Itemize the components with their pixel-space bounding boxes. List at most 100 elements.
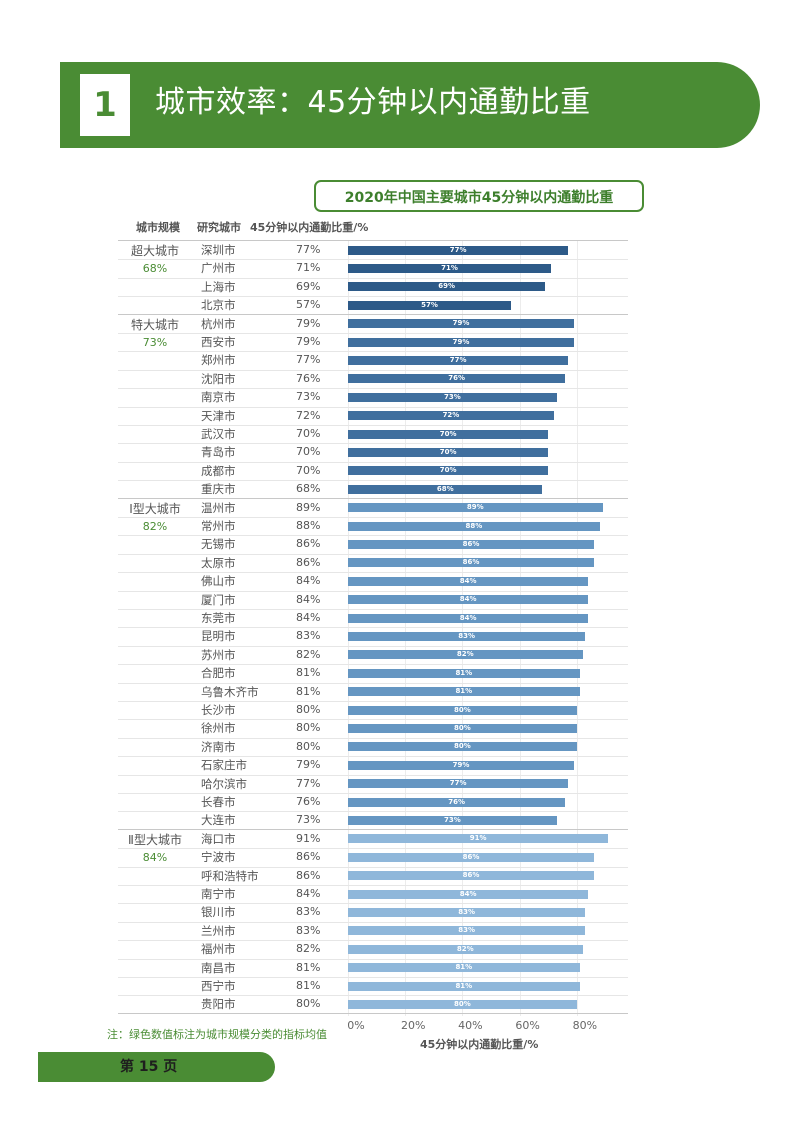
value-label: 76% <box>296 371 321 385</box>
value-label: 89% <box>296 500 321 514</box>
bar-data-label: 76% <box>448 374 466 383</box>
value-label: 57% <box>296 298 321 312</box>
row-divider <box>118 793 628 794</box>
bar <box>348 907 586 917</box>
group-average: 84% <box>142 850 168 864</box>
bar-data-label: 83% <box>458 926 476 935</box>
city-name: 广州市 <box>201 261 236 276</box>
value-label: 71% <box>296 261 321 275</box>
row-divider <box>118 811 628 813</box>
bar <box>348 466 549 476</box>
city-name: 常州市 <box>201 519 236 533</box>
city-name: 深圳市 <box>201 243 236 257</box>
bar <box>348 926 586 936</box>
row-divider <box>118 333 628 334</box>
bar-data-label: 81% <box>455 687 473 696</box>
column-header-city: 研究城市 <box>197 221 241 234</box>
bar-data-label: 77% <box>449 355 467 364</box>
row-divider <box>118 682 628 684</box>
bar-data-label: 84% <box>459 889 477 898</box>
value-label: 79% <box>296 335 321 348</box>
value-label: 68% <box>296 482 321 496</box>
row-divider <box>118 461 628 463</box>
row-divider <box>118 609 628 610</box>
value-label: 80% <box>296 703 321 716</box>
bar <box>348 392 557 402</box>
value-label: 84% <box>296 574 321 588</box>
city-name: 兰州市 <box>201 923 236 938</box>
row-divider <box>118 885 628 886</box>
bar-data-label: 70% <box>439 429 457 438</box>
bar-data-label: 89% <box>466 503 484 512</box>
value-label: 82% <box>296 647 321 661</box>
city-name: 成都市 <box>201 463 236 478</box>
row-divider <box>118 590 628 592</box>
value-label: 69% <box>296 279 321 293</box>
city-name: 南宁市 <box>201 887 236 901</box>
group-divider <box>118 497 628 499</box>
row-divider <box>118 737 628 739</box>
city-name: 北京市 <box>201 298 236 313</box>
bar-data-label: 91% <box>469 834 487 843</box>
value-label: 73% <box>296 813 321 827</box>
row-divider <box>118 664 628 666</box>
bar-data-label: 84% <box>459 576 477 585</box>
bar-data-label: 79% <box>452 760 470 769</box>
value-label: 76% <box>296 795 321 808</box>
city-name: 长春市 <box>201 795 236 809</box>
city-name: 无锡市 <box>201 537 236 552</box>
bar <box>348 613 589 623</box>
bar <box>348 797 566 807</box>
bar-data-label: 81% <box>455 963 473 972</box>
value-label: 82% <box>296 942 321 956</box>
bar-data-label: 79% <box>452 319 470 328</box>
row-divider <box>118 977 628 978</box>
bar <box>348 576 589 586</box>
bar-data-label: 84% <box>459 613 477 622</box>
bar-data-label: 68% <box>436 484 454 493</box>
x-tick-label: 60% <box>515 1019 540 1032</box>
row-divider <box>118 425 628 426</box>
value-label: 80% <box>296 997 321 1011</box>
bar <box>348 650 583 660</box>
bar-data-label: 76% <box>448 797 466 806</box>
bar <box>348 631 586 641</box>
bar-data-label: 84% <box>459 595 477 604</box>
value-label: 86% <box>296 850 321 864</box>
bar-data-label: 80% <box>454 999 471 1008</box>
group-divider <box>118 240 628 241</box>
value-label: 81% <box>296 666 321 680</box>
bar <box>348 981 580 991</box>
bar <box>348 889 589 899</box>
city-name: 西宁市 <box>201 979 236 993</box>
bar <box>348 521 600 531</box>
city-name: 福州市 <box>201 942 236 957</box>
value-label: 80% <box>296 721 321 735</box>
bar <box>348 337 574 347</box>
bar <box>348 503 603 513</box>
page-number: 第 15 页 <box>120 1059 178 1075</box>
city-name: 昆明市 <box>201 629 236 644</box>
bar <box>348 245 569 255</box>
footnote: 注：绿色数值标注为城市规模分类的指标均值 <box>107 1028 327 1041</box>
value-label: 72% <box>296 408 321 422</box>
city-name: 宁波市 <box>201 850 236 865</box>
bar-data-label: 71% <box>441 263 458 272</box>
bar-data-label: 72% <box>442 411 460 420</box>
row-divider <box>118 388 628 390</box>
bar <box>348 963 580 973</box>
value-label: 84% <box>296 611 321 624</box>
city-name: 呼和浩特市 <box>201 868 259 883</box>
bar-data-label: 83% <box>458 631 476 640</box>
bar-data-label: 80% <box>454 705 471 714</box>
city-name: 郑州市 <box>201 353 236 368</box>
x-tick-label: 80% <box>572 1019 598 1032</box>
bar <box>348 687 580 697</box>
bar <box>348 447 549 457</box>
bar <box>348 300 512 310</box>
row-divider <box>118 443 628 445</box>
bar <box>348 834 609 844</box>
row-divider <box>118 406 628 408</box>
value-label: 79% <box>296 316 321 330</box>
city-name: 杭州市 <box>201 316 236 331</box>
